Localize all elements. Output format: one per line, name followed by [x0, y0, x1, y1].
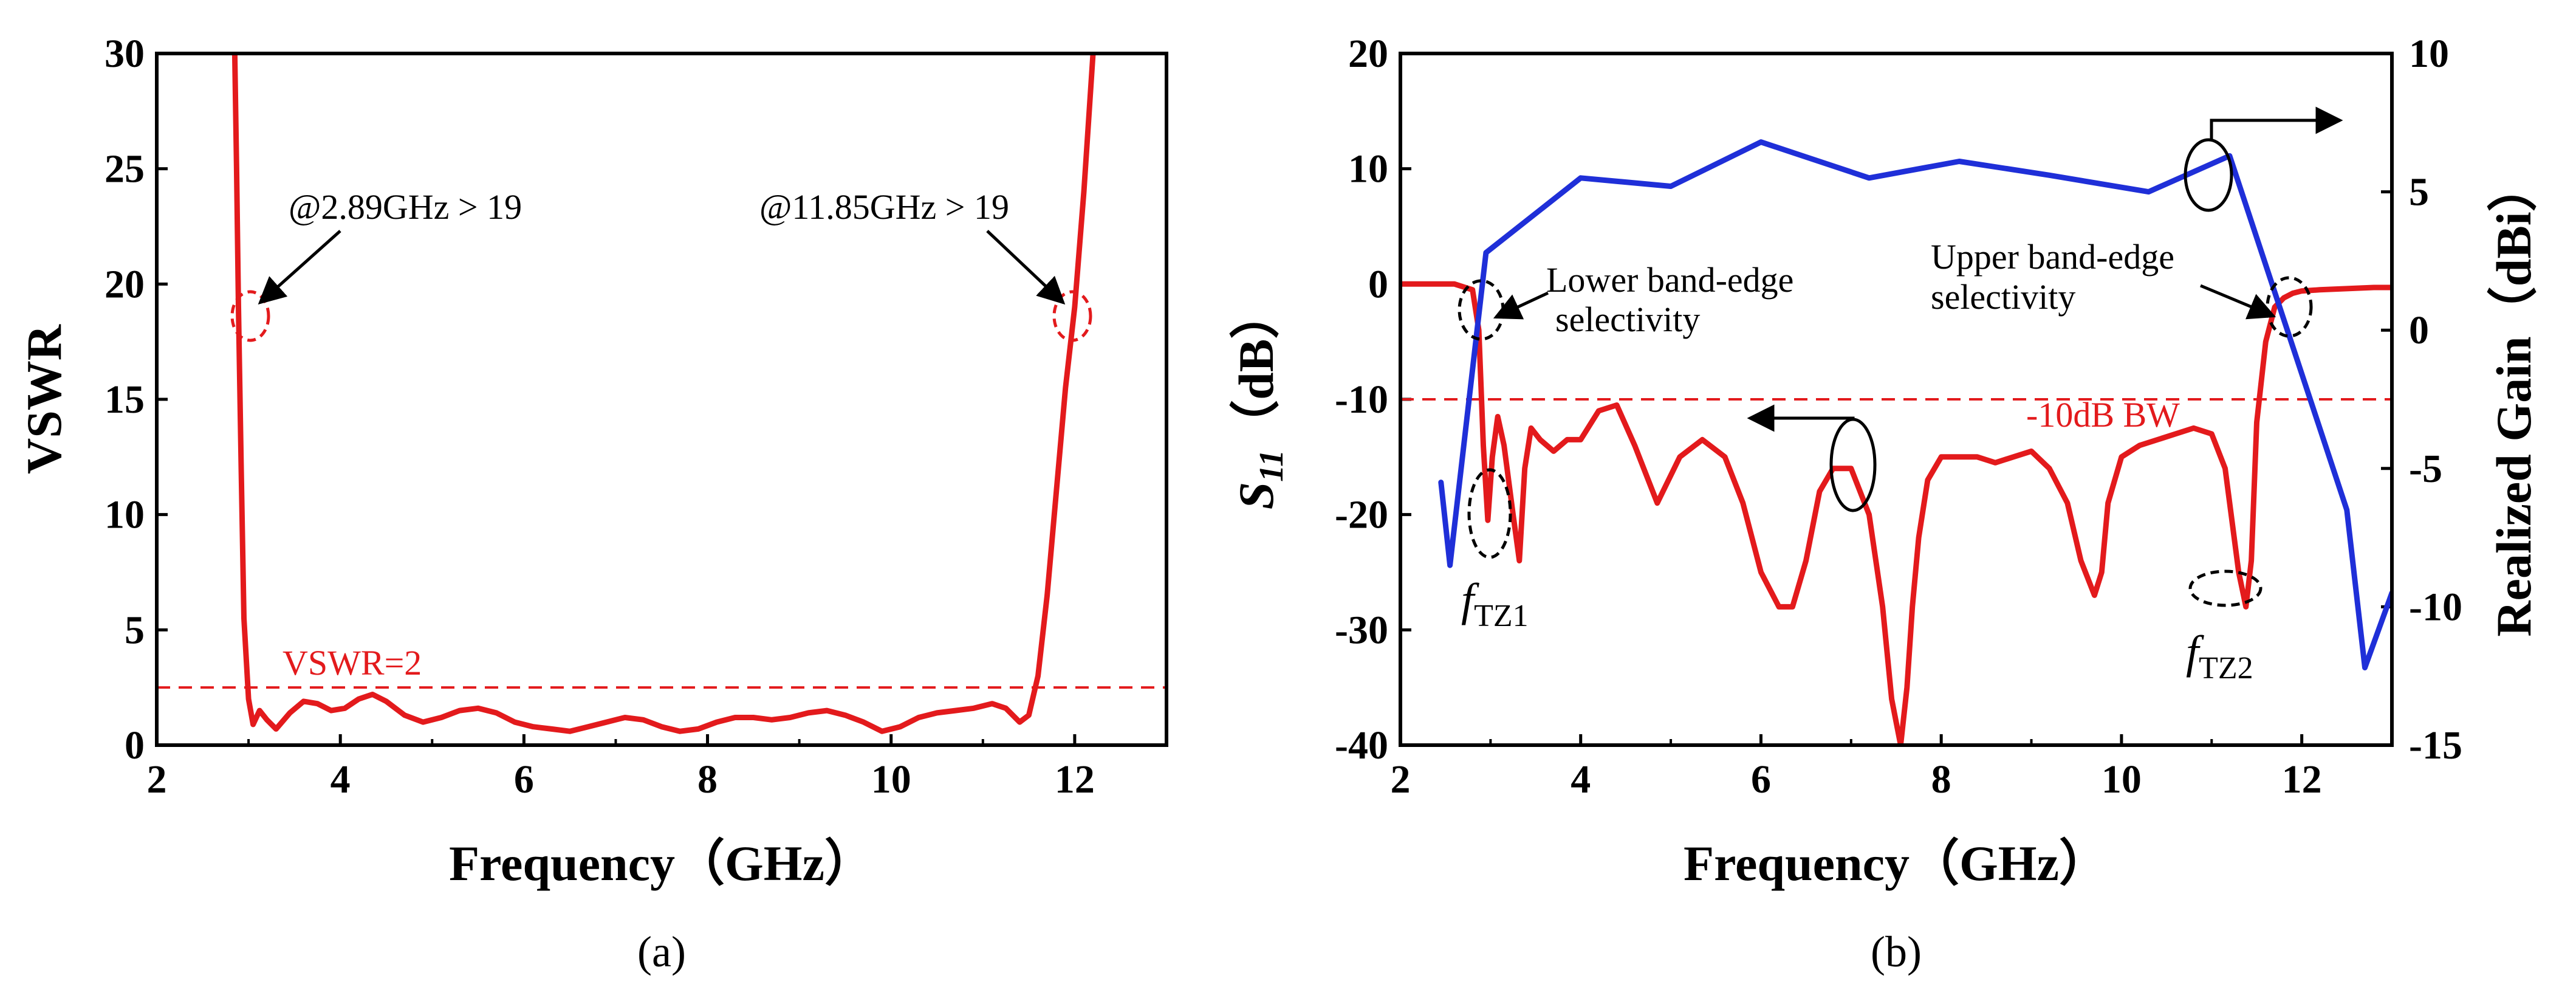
chart-b-lower-edge-arrow [1493, 291, 1549, 320]
chart-b-series [1400, 139, 2392, 745]
chart-a-frame [155, 52, 1168, 747]
chart-a-y-tick-label: 0 [125, 723, 145, 768]
chart-b-x-tick-label: 2 [1391, 757, 1411, 802]
chart-b-tz2-marker [2188, 569, 2263, 607]
chart-b-frame [1399, 52, 2394, 747]
chart-b-y2-tick-label: -5 [2409, 447, 2442, 491]
chart-b-y-label: S11（dB） [1228, 289, 1290, 510]
chart-b-tz1-marker [1467, 468, 1512, 559]
chart-b-y-tick-label: -10 [1335, 377, 1388, 422]
chart-b-lower-edge-text-2: selectivity [1555, 300, 1700, 339]
chart-b-y-tick-label: -40 [1335, 723, 1388, 768]
chart-a-marker-2 [1052, 290, 1092, 342]
chart-b-ticks: 2 4 6 8 10 12 -40 -30 -20 -10 0 10 20 -15 -10 -5 0 5 10 [1335, 32, 2462, 802]
chart-a-y-tick-label: 5 [125, 608, 145, 652]
chart-b-upper-edge-text-2: selectivity [1931, 277, 2075, 317]
chart-b-upper-edge-text: Upper band-edge [1931, 237, 2174, 277]
chart-a-x-tick-label: 6 [514, 757, 534, 802]
chart-b: 2 4 6 8 10 12 -40 -30 -20 -10 0 10 20 -15 -10 -5 0 5 10 -1… [1228, 32, 2541, 976]
chart-b-y-tick-label: 10 [1348, 147, 1388, 191]
chart-a-arrow-2 [986, 230, 1066, 305]
chart-a-panel-label: (a) [637, 927, 686, 976]
chart-b-lower-edge-text: Lower band-edge [1546, 260, 1793, 300]
chart-b-tz1-label: fTZ1 [1461, 574, 1529, 633]
chart-a: 2 4 6 8 10 12 0 5 10 15 20 25 30 VSWR=2 @2.89GHz > 1… [16, 32, 1168, 976]
chart-b-upper-edge-marker [2266, 276, 2313, 338]
chart-b-s11-indicator-arrow [1747, 404, 1855, 432]
chart-a-series-vswr [231, 53, 1096, 734]
chart-b-x-tick-label: 6 [1751, 757, 1771, 802]
chart-a-ticks: 2 4 6 8 10 12 0 5 10 15 20 25 30 [104, 32, 1095, 802]
chart-a-y-tick-label: 10 [104, 493, 145, 537]
chart-a-x-tick-label: 4 [331, 757, 351, 802]
chart-b-x-tick-label: 8 [1931, 757, 1951, 802]
chart-a-x-tick-label: 12 [1055, 757, 1095, 802]
chart-b-y2-tick-label: 10 [2409, 32, 2449, 76]
chart-a-y-tick-label: 25 [104, 147, 145, 191]
chart-a-annotation-1: @2.89GHz > 19 [289, 187, 522, 227]
chart-b-y-tick-label: 0 [1368, 262, 1388, 306]
chart-b-y2-label: Realized Gain（dBi） [2486, 162, 2541, 636]
chart-b-gain-indicator-marker [2184, 138, 2233, 212]
chart-b-series-s11 [1400, 281, 2392, 745]
chart-b-y2-tick-label: -15 [2409, 723, 2462, 768]
chart-a-x-tick-label: 8 [697, 757, 718, 802]
chart-b-x-label: Frequency（GHz） [1684, 836, 2109, 891]
chart-b-tz2-label: fTZ2 [2186, 627, 2253, 686]
chart-a-arrow-1 [258, 230, 341, 304]
chart-a-y-label: VSWR [16, 324, 72, 474]
chart-a-x-tick-label: 10 [871, 757, 911, 802]
chart-b-ref-label: -10dB BW [2026, 395, 2180, 435]
chart-b-y-tick-label: 20 [1348, 32, 1388, 76]
chart-b-y2-tick-label: 5 [2409, 170, 2429, 215]
chart-b-s11-indicator-marker [1829, 418, 1877, 512]
chart-b-x-tick-label: 10 [2102, 757, 2142, 802]
chart-a-ref-label: VSWR=2 [283, 643, 422, 683]
chart-b-series-realized-gain [1438, 139, 2392, 670]
chart-b-y2-tick-label: -10 [2409, 585, 2462, 629]
chart-a-x-tick-label: 2 [147, 757, 167, 802]
chart-b-y-tick-label: -20 [1335, 493, 1388, 537]
chart-b-upper-edge-arrow [2200, 284, 2276, 320]
chart-b-y2-tick-label: 0 [2409, 308, 2429, 353]
chart-a-y-tick-label: 15 [104, 377, 145, 422]
chart-b-x-tick-label: 12 [2282, 757, 2322, 802]
chart-a-annotation-2: @11.85GHz > 19 [759, 187, 1009, 227]
chart-b-x-tick-label: 4 [1571, 757, 1591, 802]
chart-b-y-tick-label: -30 [1335, 608, 1388, 652]
chart-a-series [231, 53, 1096, 734]
chart-b-gain-indicator-arrow [2210, 106, 2343, 141]
chart-b-panel-label: (b) [1871, 927, 1922, 976]
chart-a-y-tick-label: 30 [104, 32, 145, 76]
chart-a-x-label: Frequency（GHz） [449, 836, 874, 891]
chart-a-marker-1 [230, 290, 270, 342]
chart-a-y-tick-label: 20 [104, 262, 145, 306]
